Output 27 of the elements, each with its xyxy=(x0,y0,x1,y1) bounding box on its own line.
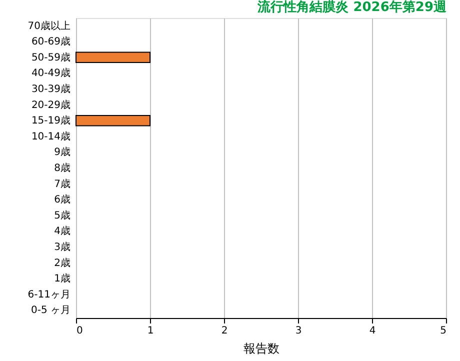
y-tick-label: 6歳 xyxy=(54,194,70,206)
x-tick-label: 1 xyxy=(147,326,154,336)
y-tick-label: 10-14歳 xyxy=(31,130,70,142)
y-tick-label: 7歳 xyxy=(54,178,70,190)
x-tick-label: 5 xyxy=(440,326,446,336)
chart-title: 流行性角結膜炎 2026年第29週 xyxy=(256,0,448,15)
y-tick-label: 30-39歳 xyxy=(31,83,70,96)
y-tick-label: 1歳 xyxy=(54,272,70,285)
x-axis-title: 報告数 xyxy=(244,342,280,356)
x-tick-label: 4 xyxy=(369,326,376,336)
y-tick-label: 60-69歳 xyxy=(31,36,70,48)
y-tick-label: 6-11ヶ月 xyxy=(28,289,70,300)
x-tick-label: 3 xyxy=(295,326,302,336)
y-tick-label: 9歳 xyxy=(54,146,70,158)
x-tick-label: 2 xyxy=(221,326,228,336)
y-tick-label: 4歳 xyxy=(54,225,70,238)
y-tick-label: 5歳 xyxy=(54,209,70,222)
y-tick-label: 0-5 ヶ月 xyxy=(30,305,70,316)
x-tick-label: 0 xyxy=(76,326,83,336)
y-tick-label: 50-59歳 xyxy=(31,51,70,64)
y-tick-label: 3歳 xyxy=(54,240,70,253)
y-tick-label: 20-29歳 xyxy=(31,98,70,111)
y-tick-label: 40-49歳 xyxy=(31,67,70,80)
y-tick-label: 2歳 xyxy=(54,256,70,269)
y-tick-label: 15-19歳 xyxy=(31,114,70,127)
y-tick-label: 70歳以上 xyxy=(28,20,70,32)
y-tick-label: 8歳 xyxy=(54,162,70,174)
